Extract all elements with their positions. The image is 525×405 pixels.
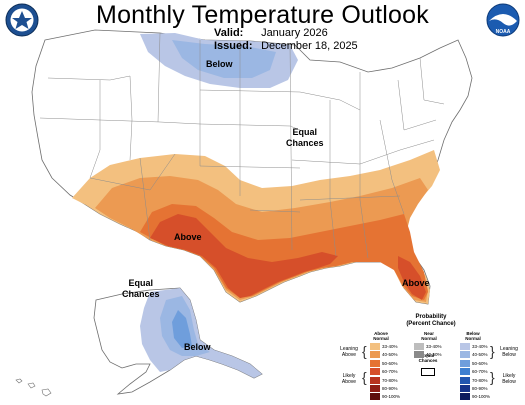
label-below-alaska: Below: [184, 342, 211, 352]
legend-above-swatch-6: [370, 393, 380, 401]
legend-above-head-1: Above: [374, 331, 388, 336]
legend-above-swatch-5: [370, 385, 380, 392]
legend-above-head-2: Normal: [373, 336, 389, 341]
legend-below-head-1: Below: [466, 331, 480, 336]
legend-likely-below: Likely Below: [496, 373, 522, 385]
state-lines: [39, 32, 445, 259]
label-equal-ak-line2: Chances: [122, 289, 160, 299]
legend-below-range-label-3: 60-70%: [472, 369, 488, 375]
legend-below-head-2: Normal: [465, 336, 481, 341]
legend-likely-above-2: Above: [341, 379, 357, 385]
legend-leaning-below-1: Leaning: [500, 346, 518, 352]
legend-above-range-label-6: 90-100%: [382, 394, 401, 400]
legend-below-range-label-0: 33-40%: [472, 344, 488, 349]
page-title: Monthly Temperature Outlook: [96, 1, 429, 29]
legend-below-head: Below Normal: [460, 331, 486, 341]
legend-above-swatch-0: [370, 343, 380, 350]
legend-above-swatch-1: [370, 351, 380, 359]
legend-below-range-label-5: 80-90%: [472, 386, 488, 391]
legend-near-swatch-1: [414, 351, 424, 359]
legend-brace-likely-above: {: [362, 369, 367, 385]
below-40-50-region: [172, 40, 276, 78]
issued-line: Issued: December 18, 2025: [214, 40, 358, 53]
legend-above-range-label-2: 50-60%: [382, 360, 398, 366]
legend-near-head-1: Near: [423, 331, 434, 336]
legend-likely-below-1: Likely: [502, 373, 516, 379]
legend-below-swatch-6: [460, 393, 470, 401]
legend-brace-leaning-above: {: [362, 343, 367, 359]
above-60-70-florida: [398, 256, 426, 300]
legend-below-range-label-2: 50-60%: [472, 360, 488, 366]
probability-legend: Probability (Percent Chance) Above Norma…: [332, 312, 525, 405]
above-60-70-region: [150, 214, 338, 298]
legend-equal-swatch: [421, 368, 435, 376]
doc-seal-icon: [5, 3, 39, 37]
legend-below-swatch-3: [460, 368, 470, 376]
label-below-north: Below: [206, 59, 233, 69]
legend-leaning-above-1: Leaning: [340, 346, 358, 352]
label-equal-ak-line1: Equal: [128, 278, 154, 288]
legend-likely-above-1: Likely: [342, 373, 356, 379]
issued-value: December 18, 2025: [261, 40, 358, 52]
legend-above-range-label-3: 60-70%: [382, 369, 398, 375]
legend-below-swatch-2: [460, 359, 470, 367]
legend-near-range-label-0: 33-40%: [426, 344, 442, 349]
legend-above-head: Above Normal: [368, 331, 394, 341]
legend-likely-below-2: Below: [502, 379, 516, 385]
legend-above-swatch-4: [370, 376, 380, 384]
legend-above-range-label-1: 40-50%: [382, 352, 398, 358]
legend-above-range-label-5: 80-90%: [382, 386, 398, 391]
legend-below-range-label-1: 40-50%: [472, 352, 488, 358]
legend-equal-label: Equal Chances: [414, 353, 442, 363]
legend-brace-likely-below: }: [490, 369, 495, 385]
legend-title-line2: (Percent Chance): [406, 321, 456, 327]
alaska-below-50-60: [172, 310, 192, 348]
legend-near-range-label-1: 40-50%: [426, 352, 442, 358]
hawaii-islands: [15, 378, 52, 397]
legend-below-swatch-1: [460, 351, 470, 359]
legend-above-range-label-0: 33-40%: [382, 344, 398, 349]
legend-brace-leaning-below: }: [490, 343, 495, 359]
legend-below-swatch-4: [460, 376, 470, 384]
legend-above-swatch-3: [370, 368, 380, 376]
legend-leaning-below: Leaning Below: [496, 346, 522, 358]
issued-label: Issued:: [214, 40, 253, 52]
label-equal-main-line1: Equal: [292, 127, 318, 137]
valid-line: Valid: January 2026: [214, 27, 328, 40]
legend-equal-1: Equal: [421, 353, 435, 358]
legend-leaning-above: Leaning Above: [336, 346, 362, 358]
noaa-logo-icon: NOAA: [486, 3, 520, 37]
legend-equal-2: Chances: [418, 358, 438, 363]
label-above-florida: Above: [402, 278, 430, 288]
label-equal-main-line2: Chances: [286, 138, 324, 148]
legend-near-swatch-0: [414, 343, 424, 350]
legend-leaning-below-2: Below: [502, 352, 516, 358]
valid-label: Valid:: [214, 27, 244, 39]
legend-near-head-2: Normal: [421, 336, 437, 341]
legend-above-range-label-4: 70-80%: [382, 377, 398, 383]
label-above-west: Above: [174, 232, 202, 242]
legend-below-swatch-5: [460, 385, 470, 392]
legend-above-swatch-2: [370, 359, 380, 367]
legend-below-range-label-4: 70-80%: [472, 377, 488, 383]
legend-below-swatch-0: [460, 343, 470, 350]
legend-likely-above: Likely Above: [336, 373, 362, 385]
legend-title-line1: Probability: [415, 314, 447, 320]
above-50-60-region: [140, 204, 428, 300]
legend-below-range-label-6: 90-100%: [472, 394, 491, 400]
label-equal-chances-alaska: Equal Chances: [122, 278, 160, 300]
label-equal-chances-main: Equal Chances: [286, 127, 324, 149]
legend-near-head: Near Normal: [416, 331, 442, 341]
legend-title: Probability (Percent Chance): [390, 314, 472, 328]
valid-value: January 2026: [261, 27, 328, 39]
alaska-below-33-40: [140, 288, 262, 378]
noaa-logo-text: NOAA: [496, 29, 511, 35]
legend-leaning-above-2: Above: [341, 352, 357, 358]
